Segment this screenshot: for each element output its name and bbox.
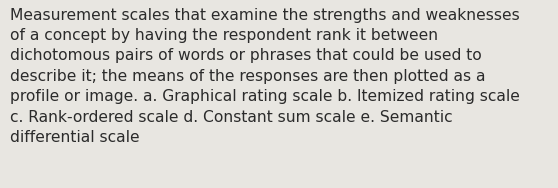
Text: Measurement scales that examine the strengths and weaknesses
of a concept by hav: Measurement scales that examine the stre…	[10, 8, 520, 145]
